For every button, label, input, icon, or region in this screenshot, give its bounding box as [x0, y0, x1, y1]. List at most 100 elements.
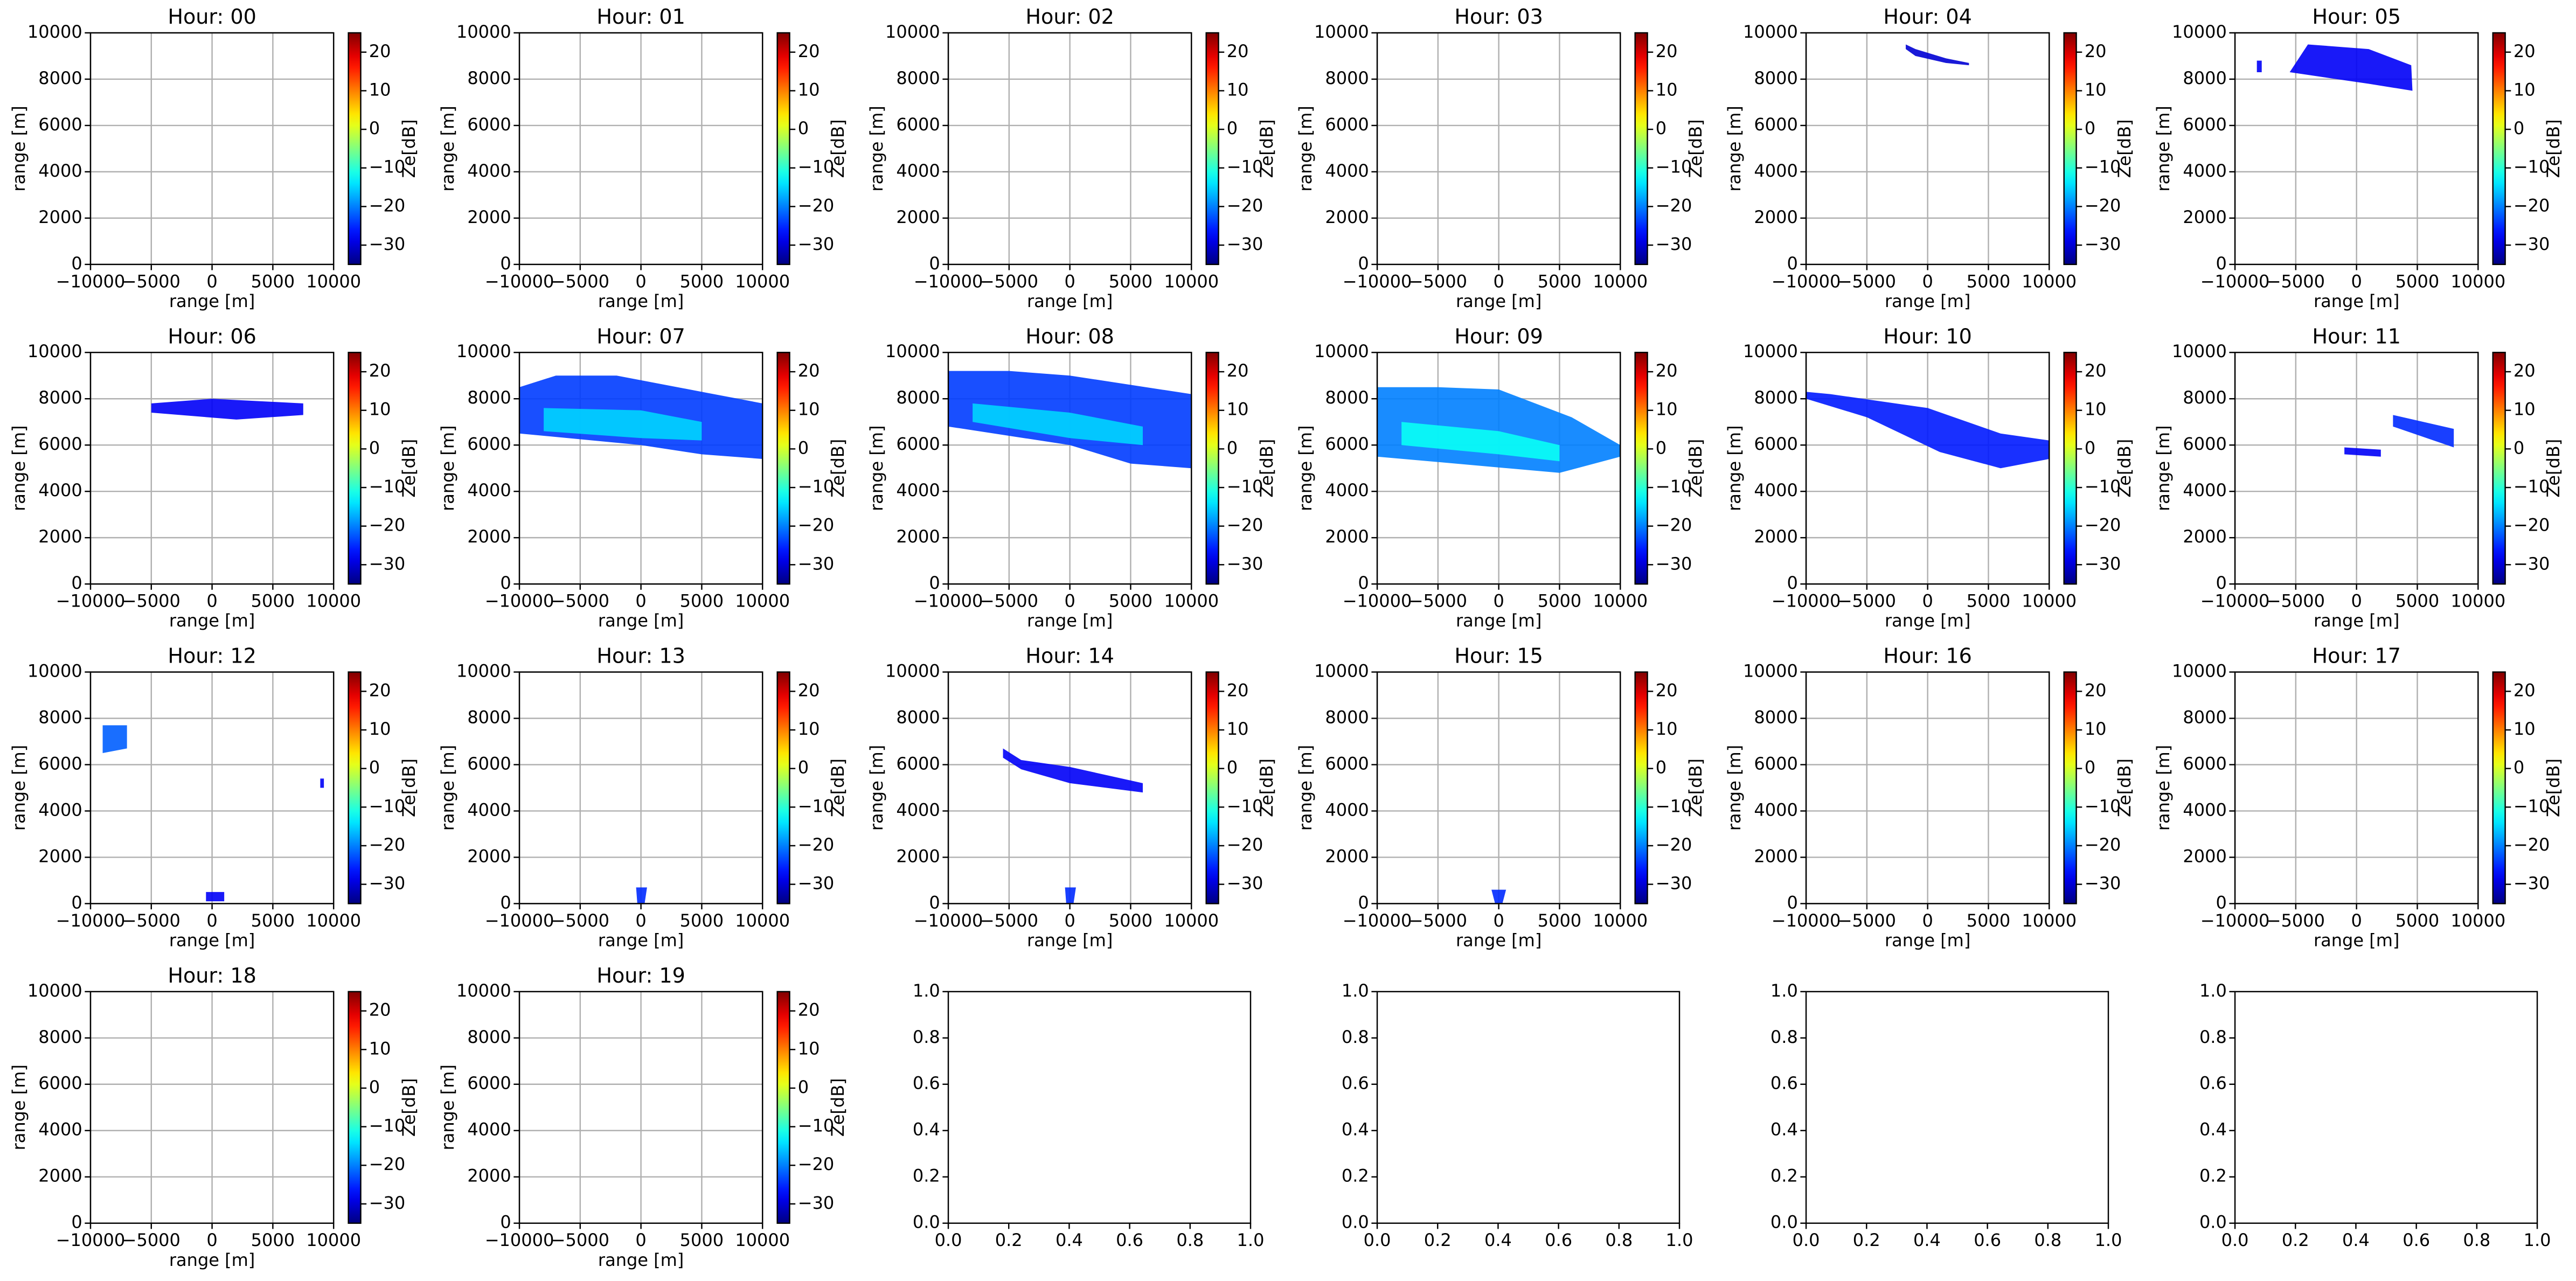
- axes-frame: [518, 32, 763, 266]
- colorbar: [2063, 352, 2077, 585]
- x-axis-label: range [m]: [598, 930, 684, 951]
- colorbar-tick-label: −10: [2085, 157, 2121, 177]
- y-tick-label: 6000: [467, 1073, 511, 1094]
- echo-region: [1906, 44, 1969, 66]
- y-tick-label: 4000: [896, 161, 940, 181]
- colorbar: [2492, 352, 2506, 585]
- y-tick-label: 10000: [456, 661, 511, 681]
- x-tick-label: 0: [635, 591, 646, 611]
- colorbar-tick-label: 0: [369, 437, 380, 458]
- x-tick-label: 0: [206, 591, 217, 611]
- y-tick-label: 6000: [38, 1073, 82, 1094]
- plot-area: [948, 991, 1251, 1223]
- y-tick-label: 10000: [1743, 22, 1798, 42]
- y-tick-label: 4000: [467, 161, 511, 181]
- axes-frame: [89, 352, 335, 585]
- y-tick-label: 8000: [467, 68, 511, 88]
- x-tick-label: 0: [2351, 271, 2362, 291]
- x-tick-label: 10000: [735, 271, 790, 291]
- colorbar: [1205, 352, 1219, 585]
- y-tick-label: 2000: [467, 1166, 511, 1186]
- x-tick-label: −10000: [1343, 591, 1412, 611]
- x-axis-label: range [m]: [169, 610, 255, 631]
- y-tick-label: 8000: [2183, 387, 2226, 408]
- x-tick-label: −5000: [551, 1230, 609, 1250]
- colorbar-tick-label: 20: [1656, 360, 1678, 381]
- y-tick-label: 4000: [38, 480, 82, 500]
- axes-frame: [947, 991, 1252, 1224]
- y-tick-label: 10000: [1314, 341, 1369, 361]
- subplot: 0.0 0.2 0.4 0.6 0.8 1.0 0.0 0.2 0.4 0.6 0.8 1.0: [1770, 980, 2122, 1250]
- echo-region: [1065, 887, 1076, 904]
- y-tick-label: 4000: [1754, 161, 1797, 181]
- y-tick-label: 0.2: [913, 1166, 940, 1186]
- y-tick-label: 2000: [467, 526, 511, 547]
- x-tick-label: −10000: [1772, 591, 1841, 611]
- x-tick-label: 10000: [1164, 910, 1219, 931]
- colorbar-tick-label: −30: [2513, 234, 2550, 254]
- x-tick-label: −10000: [56, 591, 126, 611]
- x-tick-label: −10000: [914, 910, 983, 931]
- x-tick-label: −10000: [1772, 910, 1841, 931]
- y-tick-label: 8000: [467, 387, 511, 408]
- colorbar-tick-label: 10: [2513, 399, 2536, 420]
- y-axis-label: range [m]: [2153, 745, 2174, 831]
- colorbar-tick-label: 0: [798, 757, 809, 778]
- y-tick-label: 6000: [896, 434, 940, 454]
- y-tick-label: 4000: [1754, 480, 1797, 500]
- y-tick-label: 0.6: [1770, 1073, 1798, 1094]
- subplot: −10000−5000 0 5000 10000 0 2000 4000 6000 8000 10…: [9, 644, 419, 951]
- colorbar-label: Ze[dB]: [399, 439, 419, 498]
- axes-frame: [1376, 991, 1681, 1224]
- y-tick-label: 0: [929, 892, 940, 913]
- colorbar: [1634, 32, 1648, 266]
- x-axis-label: range [m]: [2314, 610, 2399, 631]
- colorbar: [2063, 32, 2077, 266]
- axes-frame: [1805, 32, 2050, 266]
- colorbar-tick-label: −20: [2085, 515, 2121, 535]
- x-tick-label: 10000: [306, 591, 361, 611]
- y-tick-label: 0: [1358, 253, 1369, 274]
- colorbar-tick-label: −20: [369, 1154, 406, 1174]
- subplot-title: Hour: 00: [168, 5, 256, 29]
- y-tick-label: 10000: [456, 22, 511, 42]
- y-axis-label: range [m]: [1295, 745, 1316, 831]
- colorbar-label: Ze[dB]: [1256, 439, 1277, 498]
- colorbar-tick-label: 10: [798, 79, 820, 100]
- x-tick-label: −10000: [1343, 271, 1412, 291]
- x-tick-label: 0: [1493, 591, 1504, 611]
- y-tick-label: 6000: [467, 114, 511, 135]
- x-tick-label: 5000: [1109, 591, 1152, 611]
- colorbar-label: Ze[dB]: [2543, 439, 2564, 498]
- colorbar-tick-label: −10: [1227, 476, 1263, 497]
- colorbar-label: Ze[dB]: [399, 119, 419, 178]
- y-tick-label: 4000: [467, 480, 511, 500]
- colorbar-tick-label: 0: [1227, 757, 1238, 778]
- y-tick-label: 0.8: [1770, 1027, 1798, 1047]
- x-tick-label: 10000: [306, 1230, 361, 1250]
- y-tick-label: 8000: [2183, 707, 2226, 728]
- colorbar: [776, 671, 790, 904]
- colorbar-tick-label: 20: [1227, 680, 1249, 700]
- y-tick-label: 8000: [38, 1027, 82, 1047]
- y-tick-label: 10000: [2172, 22, 2227, 42]
- y-tick-label: 8000: [38, 387, 82, 408]
- y-tick-label: 2000: [896, 526, 940, 547]
- colorbar-label: Ze[dB]: [2543, 119, 2564, 178]
- colorbar-tick-label: 20: [2085, 680, 2107, 700]
- x-tick-label: 10000: [1593, 910, 1648, 931]
- y-tick-label: 0.4: [1342, 1119, 1369, 1140]
- x-tick-label: 5000: [251, 591, 295, 611]
- y-tick-label: 8000: [1325, 387, 1369, 408]
- x-tick-label: 0.8: [2034, 1230, 2061, 1250]
- y-tick-label: 6000: [1754, 434, 1797, 454]
- y-tick-label: 6000: [467, 753, 511, 774]
- colorbar-tick-label: 0: [1656, 757, 1667, 778]
- subplot: 0.0 0.2 0.4 0.6 0.8 1.0 0.0 0.2 0.4 0.6 0.8 1.0: [1342, 980, 1693, 1250]
- x-tick-label: −10000: [485, 1230, 554, 1250]
- y-tick-label: 8000: [1754, 387, 1797, 408]
- colorbar-tick-label: −30: [1227, 873, 1263, 894]
- subplot: −10000−5000 0 5000 10000 0 2000 4000 6000 8000 10…: [438, 964, 848, 1270]
- colorbar-tick-label: 10: [369, 399, 391, 420]
- colorbar-tick-label: −30: [369, 1193, 406, 1213]
